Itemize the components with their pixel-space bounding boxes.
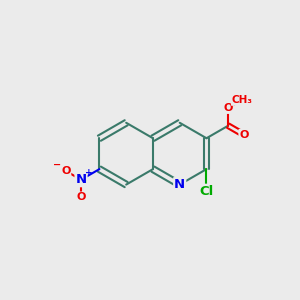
Text: N: N — [76, 173, 87, 186]
Text: O: O — [61, 166, 70, 176]
Text: −: − — [53, 160, 62, 170]
Text: O: O — [224, 103, 233, 113]
Text: Cl: Cl — [200, 185, 214, 198]
Text: CH₃: CH₃ — [232, 95, 253, 105]
Text: O: O — [239, 130, 249, 140]
Text: N: N — [174, 178, 185, 191]
Text: O: O — [76, 192, 86, 203]
Text: +: + — [85, 168, 92, 177]
